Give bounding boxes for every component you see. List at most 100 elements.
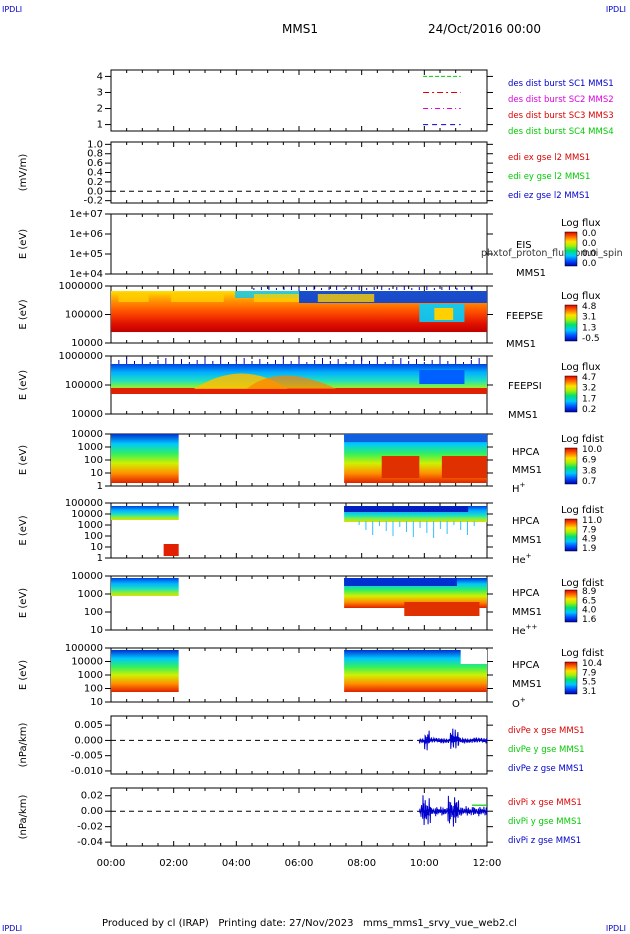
y-tick-label: 1000 [78, 520, 103, 531]
colorbar-label: 7.9 [582, 525, 597, 535]
colorbar-label: 1.9 [582, 544, 597, 554]
colorbar-label: 0.0 [582, 249, 597, 259]
instrument-label: HPCA [512, 588, 540, 599]
feepsi-arc [246, 375, 337, 389]
colorbar-unit: Log flux [561, 291, 601, 302]
y-tick-label: 0.6 [87, 158, 103, 169]
colorbar-label: 10.4 [582, 659, 602, 669]
instrument-label: MMS1 [512, 607, 542, 618]
y-tick-label: 1 [97, 120, 103, 131]
colorbar-unit: Log fdist [561, 505, 604, 516]
instrument-label: HPCA [512, 447, 540, 458]
instrument-label: HPCA [512, 516, 540, 527]
colorbar-label: 0.7 [582, 477, 596, 487]
time-tick-label: 10:00 [410, 858, 439, 869]
y-tick-label: 0.005 [74, 720, 103, 731]
colorbar-label: 6.5 [582, 596, 596, 606]
y-tick-label: 0.00 [81, 806, 103, 817]
panel-divpi: 0.02 0.00 -0.02 -0.04 (nPa/km) [18, 787, 493, 848]
colorbar-label: 1.3 [582, 323, 596, 333]
colorbar-label: 11.0 [582, 516, 602, 526]
legend-entry: divPi z gse MMS1 [508, 836, 581, 846]
colorbar-unit: Log flux [561, 362, 601, 373]
feepse-patch [171, 294, 224, 302]
instrument-label: HPCA [512, 660, 540, 671]
y-tick-label: 10000 [71, 409, 103, 420]
y-tick-label: 10 [90, 468, 103, 479]
y-axis-label: E (eV) [18, 515, 29, 545]
hpca_o-block [111, 650, 179, 692]
corner-label-tr: IPDLI [605, 5, 626, 14]
hpca-h-top [344, 434, 487, 442]
y-axis-label: E (eV) [18, 588, 29, 618]
colorbar-label: -0.5 [582, 334, 600, 344]
y-axis-label: E (eV) [18, 299, 29, 329]
y-tick-label: 0.000 [74, 735, 103, 746]
legend-entry: des dist burst SC4 MMS4 [508, 127, 614, 137]
y-tick-label: 100000 [65, 380, 103, 391]
hpca-hepp-hot [404, 602, 480, 616]
legend-entry: des dist burst SC1 MMS1 [508, 79, 614, 89]
y-tick-label: 100 [84, 607, 103, 618]
hpca-h-hot [441, 456, 487, 478]
instrument-label: MMS1 [512, 679, 542, 690]
colorbar [564, 375, 578, 413]
y-tick-label: 1 [97, 553, 103, 564]
y-tick-label: 10000 [71, 338, 103, 349]
feepsi-patch [419, 370, 465, 384]
colorbar-unit: Log flux [561, 218, 601, 229]
time-tick-label: 00:00 [97, 858, 126, 869]
colorbar-label: 3.1 [582, 687, 596, 697]
legend-entry: divPe y gse MMS1 [508, 745, 585, 755]
colorbar-label: 0.0 [582, 229, 597, 239]
y-tick-label: 10000 [71, 509, 103, 520]
colorbar-label: 10.0 [582, 445, 602, 455]
y-tick-label: -0.04 [77, 837, 103, 848]
colorbar [564, 661, 578, 695]
time-tick-label: 02:00 [159, 858, 188, 869]
corner-label-br: IPDLI [605, 924, 626, 933]
y-axis-label: E (eV) [18, 445, 29, 475]
colorbar-unit: Log fdist [561, 434, 604, 445]
feepse-spectrogram [111, 286, 487, 333]
hpca-o-gap [460, 650, 487, 664]
y-axis-label: (nPa/km) [18, 723, 29, 768]
y-tick-label: 1e+06 [69, 229, 103, 240]
colorbar [564, 447, 578, 485]
colorbar-label: 3.1 [582, 313, 596, 323]
panel-divpe: 0.005 0.000 -0.005 -0.010 (nPa/km) [18, 715, 493, 777]
legend-entry: edi ez gse l2 MMS1 [508, 191, 590, 201]
time-tick-label: 06:00 [285, 858, 314, 869]
y-axis-label: E (eV) [18, 660, 29, 690]
date-title: 24/Oct/2016 00:00 [428, 22, 542, 36]
time-tick-label: 08:00 [347, 858, 376, 869]
feepsi-spectrogram [110, 358, 487, 394]
y-tick-label: 1e+05 [69, 249, 103, 260]
colorbar-unit: Log fdist [561, 578, 604, 589]
instrument-label: MMS1 [508, 410, 538, 421]
legend-entry: divPe z gse MMS1 [508, 764, 584, 774]
eis-overlay-label: phxtof_proton_flux_omni_spin [481, 248, 623, 259]
colorbar-label: 7.9 [582, 668, 597, 678]
spacecraft-title: MMS1 [282, 22, 318, 36]
corner-label-bl: IPDLI [2, 924, 23, 933]
hpca_he-spectrogram [111, 506, 487, 556]
y-tick-label: 10 [90, 697, 103, 708]
colorbar-label: 0.2 [582, 405, 596, 415]
hpca_o-spectrogram [111, 650, 487, 692]
y-tick-label: -0.005 [71, 751, 103, 762]
hpca_hepp-spectrogram [111, 578, 487, 616]
y-tick-label: 100000 [65, 310, 103, 321]
y-tick-label: 0.2 [87, 177, 103, 188]
colorbar-label: 4.9 [582, 535, 597, 545]
y-tick-label: 100 [84, 684, 103, 695]
colorbar-label: 4.7 [582, 373, 596, 383]
footer-credit: Produced by cl (IRAP) Printing date: 27/… [102, 918, 517, 929]
instrument-label: FEEPSI [508, 381, 542, 392]
instrument-label: MMS1 [506, 339, 536, 350]
colorbar-label: 4.8 [582, 302, 597, 312]
y-tick-label: 0.0 [87, 186, 103, 197]
legend-entry: divPi y gse MMS1 [508, 817, 582, 827]
